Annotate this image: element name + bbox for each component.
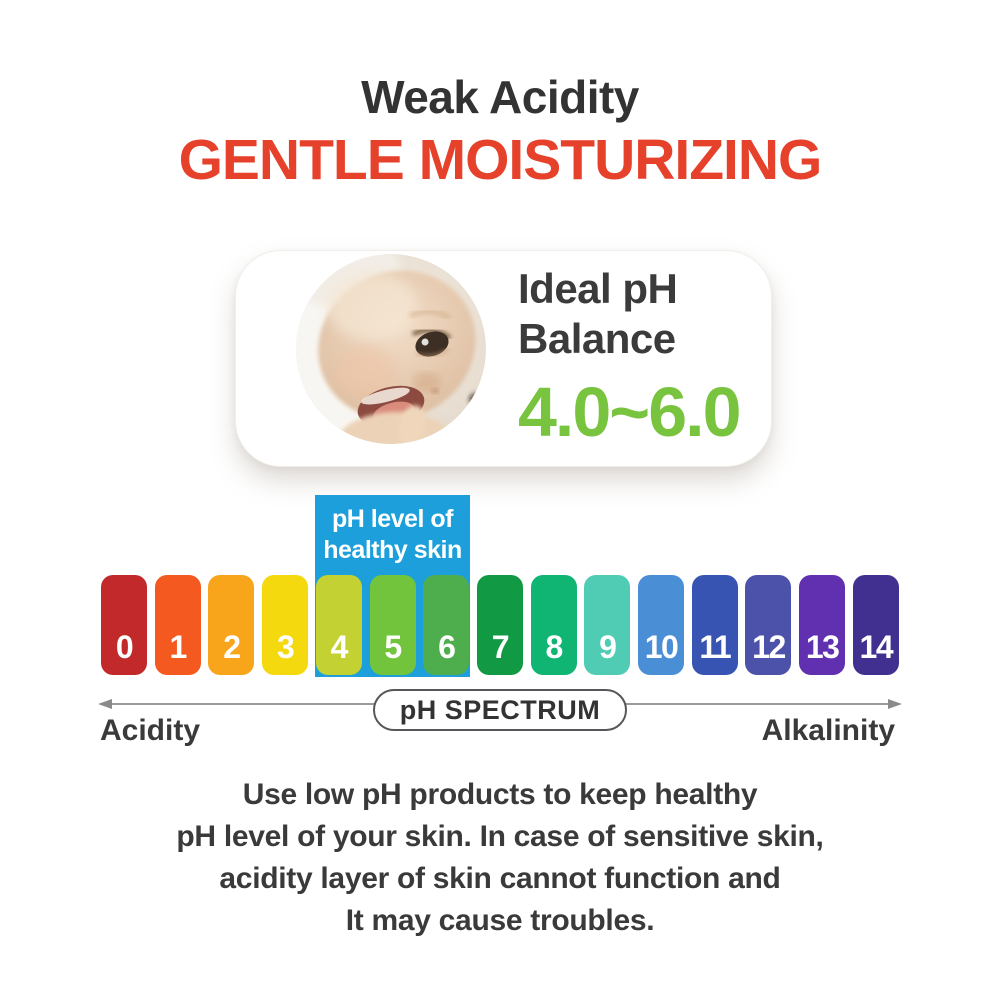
ph-block-6: 6 — [423, 575, 470, 675]
ph-block-number: 4 — [330, 629, 349, 665]
alkalinity-label: Alkalinity — [761, 714, 895, 747]
ph-block-number: 7 — [491, 629, 510, 665]
ph-block-11: 11 — [691, 575, 738, 675]
ph-block-number: 11 — [699, 629, 731, 665]
baby-photo — [296, 254, 486, 444]
ph-block-number: 3 — [276, 629, 295, 665]
ph-block-number: 2 — [223, 629, 241, 665]
ideal-ph-heading-line1: Ideal pH — [518, 265, 678, 312]
ideal-ph-value: 4.0~6.0 — [518, 373, 742, 451]
description-line: pH level of your skin. In case of sensit… — [176, 820, 824, 853]
ph-spectrum-pill: pH SPECTRUM — [373, 689, 627, 731]
page-subtitle: GENTLE MOISTURIZING — [178, 128, 823, 192]
right-arrow-icon — [888, 699, 902, 709]
healthy-skin-label-line2: healthy skin — [323, 536, 462, 564]
ideal-ph-text: Ideal pH Balance 4.0~6.0 — [518, 264, 768, 452]
acidity-label: Acidity — [100, 714, 201, 747]
ideal-ph-card: Ideal pH Balance 4.0~6.0 — [235, 250, 772, 467]
healthy-skin-label-line1: pH level of — [332, 505, 453, 533]
description-line: It may cause troubles. — [345, 904, 655, 937]
description-line: acidity layer of skin cannot function an… — [219, 862, 781, 895]
ph-block-7: 7 — [476, 575, 523, 675]
ph-block-9: 9 — [584, 575, 631, 675]
baby-photo-illustration — [296, 254, 486, 444]
ideal-ph-heading-line2: Balance — [518, 315, 676, 362]
ph-block-12: 12 — [745, 575, 792, 675]
ph-block-4: 4 — [315, 575, 362, 675]
ph-block-number: 9 — [599, 629, 617, 665]
ph-block-number: 1 — [169, 629, 188, 665]
description-paragraph: Use low pH products to keep healthy pH le… — [0, 774, 1000, 942]
ph-block-number: 6 — [438, 629, 456, 665]
ph-block-row: 0 1 2 3 4 5 6 7 8 9 10 11 12 13 14 — [101, 575, 899, 675]
ph-block-number: 12 — [752, 629, 786, 665]
ph-block-8: 8 — [530, 575, 577, 675]
ph-block-number: 8 — [545, 629, 563, 665]
ph-block-number: 13 — [805, 629, 840, 665]
ph-block-number: 10 — [644, 629, 679, 665]
left-arrow-icon — [98, 699, 112, 709]
description-line: Use low pH products to keep healthy — [242, 778, 758, 811]
ph-block-0: 0 — [101, 575, 147, 675]
ideal-ph-heading: Ideal pH Balance — [518, 264, 768, 364]
ph-block-3: 3 — [262, 575, 309, 675]
ph-block-number: 5 — [384, 629, 402, 665]
ph-block-13: 13 — [799, 575, 846, 675]
ph-block-number: 14 — [859, 629, 894, 665]
ph-block-2: 2 — [208, 575, 255, 675]
ph-block-1: 1 — [154, 575, 201, 675]
ph-block-10: 10 — [638, 575, 685, 675]
ph-block-5: 5 — [369, 575, 416, 675]
ph-block-number: 0 — [115, 629, 134, 665]
ph-spectrum-pill-label: pH SPECTRUM — [399, 694, 601, 725]
page-title: Weak Acidity — [361, 71, 639, 123]
ph-block-14: 14 — [852, 575, 899, 675]
